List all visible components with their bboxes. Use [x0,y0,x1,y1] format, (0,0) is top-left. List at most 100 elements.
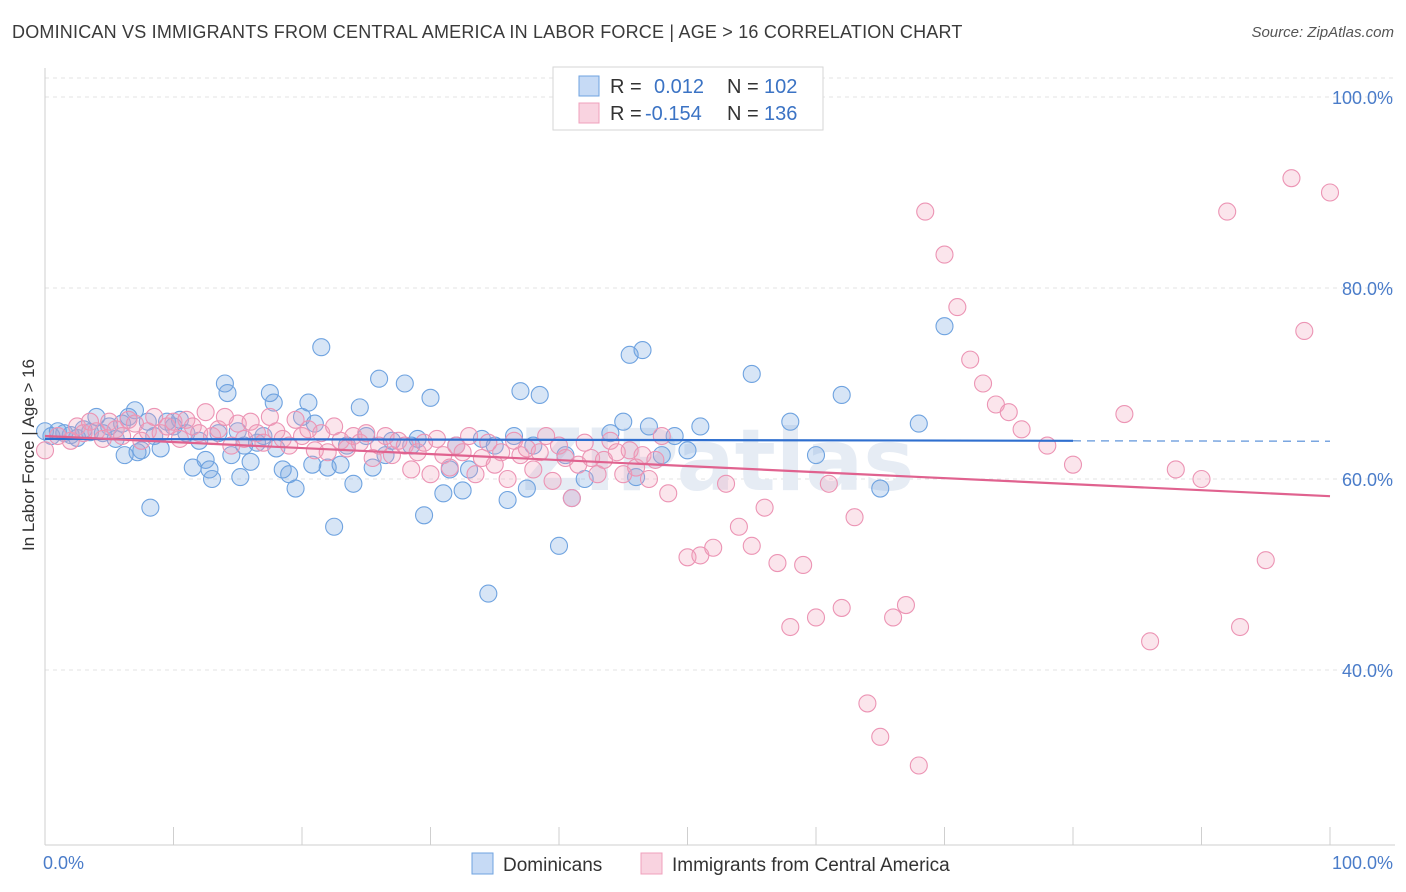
bottom-legend-label-central-america: Immigrants from Central America [672,855,950,876]
series-central-america-points [35,169,1340,775]
point-central-america [819,474,838,493]
point-central-america [1295,321,1314,341]
point-dominicans [370,369,389,388]
trend-central-america [44,434,1331,498]
point-central-america [973,374,993,393]
point-central-america [447,436,466,455]
point-central-america [543,471,562,490]
point-central-america [177,410,196,429]
legend-n-label-1: N = [727,76,759,98]
point-central-america [575,433,594,452]
point-dominicans [511,382,530,401]
point-central-america [999,403,1018,422]
point-dominicans [601,424,620,443]
gridlines [45,77,1395,671]
y-tick-label: 100.0% [1332,88,1393,108]
point-central-america [280,436,299,455]
point-dominicans [344,474,363,493]
point-central-america [453,443,472,462]
point-central-america [145,407,164,426]
legend-swatch-dominicans [578,75,600,97]
point-dominicans [742,364,761,384]
point-dominicans [203,469,222,489]
y-tick-label: 40.0% [1342,661,1393,681]
legend-n-value-1: 102 [764,76,797,98]
legend-box: R = 0.012 N = 102 R = -0.154 N = 136 [552,66,824,131]
point-central-america [459,426,479,446]
point-central-america [421,465,440,484]
point-central-america [530,443,549,462]
point-dominicans [125,401,144,420]
point-central-america [562,489,581,508]
point-dominicans [453,481,472,500]
point-dominicans [498,490,517,510]
bottom-legend-swatch-central-america [640,852,663,875]
axes [44,68,1395,846]
point-dominicans [299,393,318,412]
legend-r-value-1: 0.012 [654,76,704,98]
point-central-america [466,465,485,484]
point-central-america [1320,183,1340,202]
chart-title: DOMINICAN VS IMMIGRANTS FROM CENTRAL AME… [12,22,963,42]
point-central-america [806,608,826,627]
legend-r-label-2: R = [610,103,642,125]
point-dominicans [286,479,305,498]
point-dominicans [260,383,279,403]
point-dominicans [312,338,331,357]
point-central-america [80,412,100,431]
point-dominicans [832,385,851,405]
point-central-america [716,474,736,493]
point-dominicans [218,383,237,403]
point-central-america [357,424,376,443]
y-axis-label: In Labor Force | Age > 16 [19,359,38,551]
x-tick-label: 0.0% [43,853,84,873]
point-central-america [370,436,389,455]
point-dominicans [363,458,382,477]
legend-r-value-2: -0.154 [645,103,702,125]
point-central-america [1038,436,1057,455]
point-central-america [961,350,980,369]
point-central-america [498,469,517,489]
point-central-america [935,245,954,264]
legend-n-label-2: N = [727,103,759,125]
point-central-america [286,410,305,429]
bottom-legend-swatch-dominicans [471,852,494,875]
point-central-america [1115,405,1134,424]
point-dominicans [196,450,215,469]
point-central-america [1192,469,1211,489]
point-central-america [659,484,678,503]
x-tick-label: 100.0% [1332,853,1393,873]
point-central-america [948,298,967,317]
point-central-america [1166,460,1185,479]
point-dominicans [264,393,283,412]
point-central-america [1218,202,1237,221]
point-dominicans [517,479,536,498]
legend-n-value-2: 136 [764,103,797,125]
point-central-america [1063,455,1083,474]
point-dominicans [633,341,652,360]
trend-lines [44,434,1331,498]
point-dominicans [678,441,697,460]
point-dominicans [241,452,260,471]
point-dominicans [421,388,440,407]
point-dominicans [222,446,241,465]
point-central-america [1282,169,1301,188]
point-central-america [402,460,421,479]
point-dominicans [935,317,954,336]
point-central-america [768,553,787,573]
point-central-america [832,598,851,617]
point-dominicans [691,417,710,436]
point-dominicans [614,412,633,431]
point-central-america [858,694,877,713]
bottom-legend-label-dominicans: Dominicans [503,855,602,876]
point-central-america [100,412,119,431]
point-central-america [440,458,459,477]
point-central-america [35,441,55,460]
bottom-legend: Dominicans Immigrants from Central Ameri… [471,852,950,876]
point-dominicans [325,517,344,536]
point-central-america [1256,551,1275,570]
point-dominicans [415,506,434,525]
y-tick-label: 80.0% [1342,279,1393,299]
point-central-america [113,426,132,446]
